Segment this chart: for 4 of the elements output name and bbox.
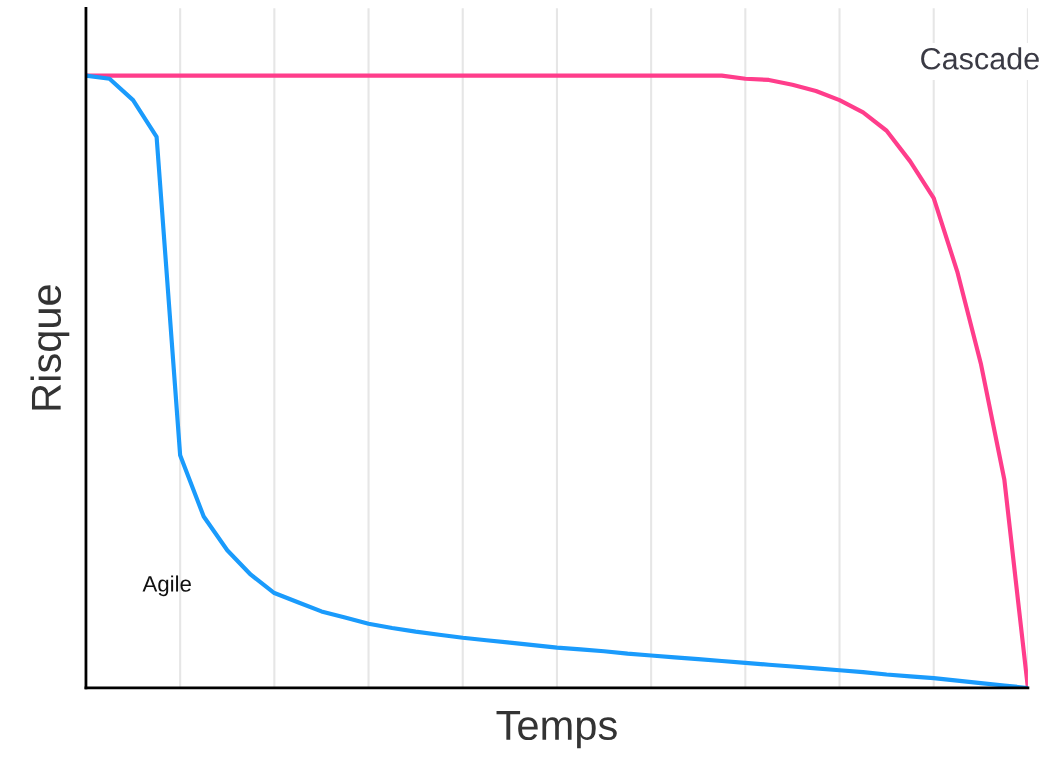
series-label: Agile [142, 575, 191, 597]
y-axis-title: Risque [30, 285, 70, 410]
x-axis-title: Temps [496, 711, 617, 749]
text: Cascade [921, 47, 1039, 70]
